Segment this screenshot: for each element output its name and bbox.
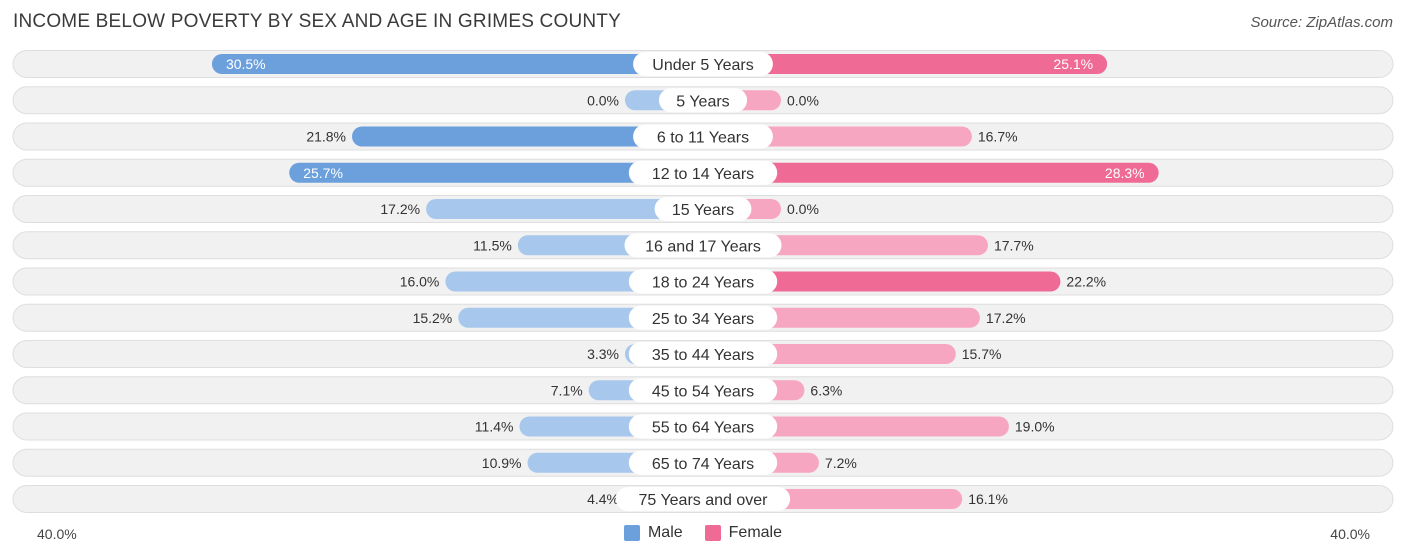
- axis-max-label: 40.0%: [1330, 526, 1370, 542]
- male-value-label: 25.7%: [303, 165, 343, 181]
- category-pill: [628, 450, 778, 475]
- category-pill: [624, 233, 782, 258]
- legend-label-female: Female: [728, 524, 783, 541]
- female-value-label: 17.7%: [994, 237, 1034, 253]
- legend: Male Female: [0, 524, 1406, 542]
- female-value-label: 6.3%: [810, 382, 842, 398]
- male-value-label: 17.2%: [380, 201, 420, 217]
- chart-canvas: 30.5% 25.1% Under 5 Years 0.0% 0.0% 5 Years 21…: [12, 50, 1394, 513]
- female-value-label: 28.3%: [1105, 165, 1145, 181]
- male-value-label: 3.3%: [587, 346, 619, 362]
- female-value-label: 19.0%: [1015, 419, 1055, 435]
- male-value-label: 30.5%: [226, 56, 266, 72]
- category-pill: [628, 414, 778, 439]
- legend-swatch-male: [623, 525, 640, 541]
- female-bar: [703, 162, 1159, 183]
- female-value-label: 15.7%: [962, 346, 1002, 362]
- chart-title: INCOME BELOW POVERTY BY SEX AND AGE IN G…: [13, 11, 621, 32]
- category-label: 35 to 44 Years: [652, 347, 754, 364]
- category-pill: [615, 487, 791, 511]
- category-pill: [654, 197, 752, 221]
- category-label: 15 Years: [672, 202, 734, 219]
- male-bar: [289, 162, 703, 183]
- category-pill: [628, 269, 778, 294]
- male-value-label: 16.0%: [400, 274, 440, 290]
- axis-min-label: 40.0%: [37, 526, 77, 542]
- category-label: 12 to 14 Years: [652, 166, 754, 183]
- category-label: 25 to 34 Years: [652, 311, 754, 328]
- category-pill: [633, 52, 773, 76]
- male-bar: [352, 126, 703, 147]
- category-label: Under 5 Years: [652, 57, 753, 74]
- category-label: 65 to 74 Years: [652, 456, 754, 473]
- female-value-label: 17.2%: [986, 310, 1026, 326]
- legend-item-male[interactable]: Male: [623, 524, 683, 542]
- male-bar: [426, 199, 703, 219]
- male-bar: [211, 54, 703, 74]
- legend-label-male: Male: [647, 524, 683, 541]
- male-value-label: 11.4%: [475, 419, 514, 435]
- female-bar: [703, 54, 1108, 74]
- category-pill: [628, 160, 778, 185]
- category-label: 45 to 54 Years: [652, 383, 754, 400]
- female-bar: [703, 416, 1009, 437]
- female-value-label: 7.2%: [825, 455, 857, 471]
- male-value-label: 7.1%: [551, 382, 583, 398]
- female-value-label: 22.2%: [1066, 274, 1106, 290]
- female-value-label: 16.7%: [978, 129, 1018, 145]
- male-value-label: 10.9%: [482, 455, 522, 471]
- category-label: 75 Years and over: [639, 492, 769, 509]
- category-pill: [628, 378, 778, 403]
- category-pill: [633, 124, 773, 149]
- female-bar: [703, 271, 1061, 292]
- legend-item-female[interactable]: Female: [704, 524, 783, 542]
- male-value-label: 11.5%: [473, 237, 512, 253]
- category-label: 6 to 11 Years: [657, 130, 749, 147]
- category-label: 55 to 64 Years: [652, 420, 754, 437]
- female-value-label: 16.1%: [968, 491, 1008, 507]
- category-pill: [628, 305, 778, 330]
- category-pill: [658, 88, 748, 113]
- category-pill: [628, 342, 778, 366]
- legend-swatch-female: [704, 525, 721, 541]
- category-label: 16 and 17 Years: [645, 238, 761, 255]
- female-value-label: 25.1%: [1053, 56, 1093, 72]
- category-label: 5 Years: [676, 93, 729, 110]
- male-value-label: 0.0%: [587, 92, 619, 108]
- male-value-label: 15.2%: [413, 310, 453, 326]
- male-value-label: 21.8%: [306, 129, 346, 145]
- female-value-label: 0.0%: [787, 201, 819, 217]
- male-value-label: 4.4%: [587, 491, 619, 507]
- category-label: 18 to 24 Years: [652, 275, 754, 292]
- female-value-label: 0.0%: [787, 92, 819, 108]
- source-note: Source: ZipAtlas.com: [1250, 14, 1393, 31]
